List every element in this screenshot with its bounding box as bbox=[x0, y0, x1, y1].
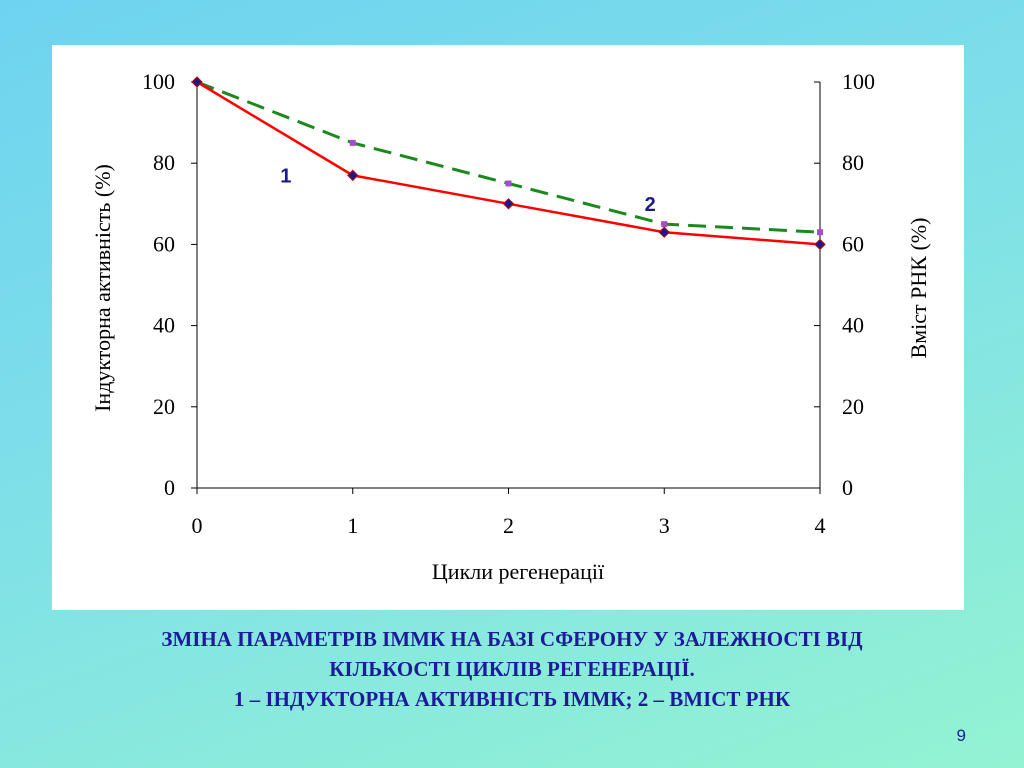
x-tick-label: 4 bbox=[815, 513, 826, 538]
y-axis-left-title: Індукторна активність (%) bbox=[90, 164, 115, 412]
x-tick-label: 3 bbox=[659, 513, 670, 538]
series-2-point bbox=[817, 229, 823, 236]
series-1-point bbox=[814, 238, 826, 251]
y-tick-label-left: 40 bbox=[153, 313, 175, 338]
x-tick-label: 2 bbox=[503, 513, 514, 538]
series-1-point bbox=[191, 76, 203, 88]
y-tick-label-right: 0 bbox=[842, 475, 853, 500]
x-tick-label: 1 bbox=[347, 513, 358, 538]
series-1-point bbox=[658, 226, 670, 238]
x-axis-title: Цикли регенерації bbox=[432, 559, 605, 584]
y-tick-label-right: 60 bbox=[842, 231, 864, 256]
y-tick-label-right: 20 bbox=[842, 394, 864, 419]
y-axis-right-title: Вміст РНК (%) bbox=[906, 218, 931, 359]
y-tick-label-left: 20 bbox=[153, 394, 175, 419]
series-2-point bbox=[661, 221, 668, 228]
series-2-point bbox=[349, 139, 356, 146]
y-tick-label-left: 60 bbox=[153, 231, 175, 256]
series-2-line bbox=[196, 80, 821, 234]
caption-line-3: 1 – ІНДУКТОРНА АКТИВНІСТЬ ІММК; 2 – ВМІС… bbox=[233, 687, 791, 711]
y-tick-label-left: 80 bbox=[153, 150, 175, 175]
series-2-point bbox=[505, 180, 512, 187]
caption-line-2: КІЛЬКОСТІ ЦИКЛІВ РЕГЕНЕРАЦІЇ. bbox=[329, 657, 695, 681]
series-1-point bbox=[347, 169, 359, 182]
series-2-label: 2 bbox=[645, 194, 656, 216]
page-number: 9 bbox=[956, 726, 966, 745]
series-1-line bbox=[196, 80, 821, 246]
axes bbox=[196, 82, 821, 489]
y-tick-label-left: 0 bbox=[164, 475, 175, 500]
series-group: 12 bbox=[191, 76, 826, 251]
y-tick-label-right: 80 bbox=[842, 150, 864, 175]
caption-line-1: ЗМІНА ПАРАМЕТРІВ ІММК НА БАЗІ СФЕРОНУ У … bbox=[161, 627, 863, 651]
y-tick-label-right: 100 bbox=[842, 69, 875, 94]
y-tick-label-left: 100 bbox=[142, 69, 175, 94]
slide-caption: ЗМІНА ПАРАМЕТРІВ ІММК НА БАЗІ СФЕРОНУ У … bbox=[60, 624, 964, 714]
y-tick-label-right: 40 bbox=[842, 313, 864, 338]
series-1-label: 1 bbox=[280, 165, 291, 187]
x-tick-label: 0 bbox=[192, 513, 203, 538]
series-1-point bbox=[502, 198, 515, 210]
